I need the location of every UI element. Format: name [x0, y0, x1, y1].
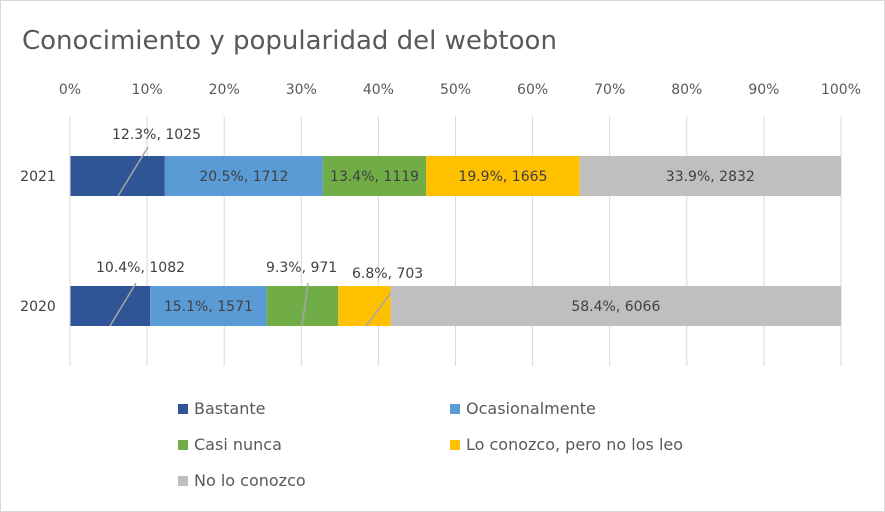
legend-item: No lo conozco — [178, 471, 306, 490]
data-label: 10.4%, 1082 — [96, 260, 185, 276]
x-tick-label: 40% — [363, 82, 394, 98]
legend-label: Bastante — [194, 399, 266, 418]
legend-item: Ocasionalmente — [450, 399, 596, 418]
category-label: 2020 — [20, 299, 56, 315]
x-tick-label: 50% — [440, 82, 471, 98]
bar-segment — [70, 156, 165, 196]
x-tick-label: 30% — [286, 82, 317, 98]
legend-swatch — [450, 403, 460, 414]
x-tick-label: 60% — [517, 82, 548, 98]
bar-segment — [164, 156, 323, 196]
data-label: 20.5%, 1712 — [199, 169, 288, 185]
x-tick-label: 70% — [594, 82, 625, 98]
leader-line — [117, 146, 149, 197]
legend-swatch — [178, 403, 188, 414]
x-tick-label: 20% — [209, 82, 240, 98]
leader-line — [365, 288, 395, 327]
bar-segment — [390, 286, 841, 326]
x-tick-label: 10% — [132, 82, 163, 98]
chart-title: Conocimiento y popularidad del webtoon — [22, 26, 557, 56]
data-label: 9.3%, 971 — [266, 260, 337, 276]
x-tick-label: 90% — [748, 82, 779, 98]
data-label: 19.9%, 1665 — [458, 169, 547, 185]
data-label: 12.3%, 1025 — [112, 127, 201, 143]
x-tick-label: 80% — [671, 82, 702, 98]
legend-label: Lo conozco, pero no los leo — [466, 435, 684, 454]
data-label: 58.4%, 6066 — [571, 299, 660, 315]
legend-label: Ocasionalmente — [466, 399, 596, 418]
bar-segment — [150, 286, 267, 326]
bar-segment — [426, 156, 580, 196]
leader-line — [109, 282, 137, 327]
legend-label: Casi nunca — [194, 435, 282, 454]
legend-swatch — [178, 439, 188, 450]
legend-item: Bastante — [178, 399, 265, 418]
legend-item: Casi nunca — [178, 435, 282, 454]
data-label: 6.8%, 703 — [352, 266, 423, 282]
category-label: 2021 — [20, 169, 56, 185]
legend-label: No lo conozco — [194, 471, 306, 490]
legend-item: Lo conozco, pero no los leo — [450, 435, 683, 454]
x-tick-label: 100% — [821, 82, 861, 98]
bar-segment — [322, 156, 427, 196]
leader-line — [301, 282, 309, 327]
bar-segment — [70, 286, 151, 326]
x-tick-label: 0% — [59, 82, 81, 98]
data-label: 13.4%, 1119 — [330, 169, 419, 185]
legend-swatch — [450, 439, 460, 450]
data-label: 15.1%, 1571 — [164, 299, 253, 315]
bar-segment — [579, 156, 841, 196]
legend-swatch — [178, 475, 188, 486]
bar-segment — [338, 286, 391, 326]
data-label: 33.9%, 2832 — [666, 169, 755, 185]
